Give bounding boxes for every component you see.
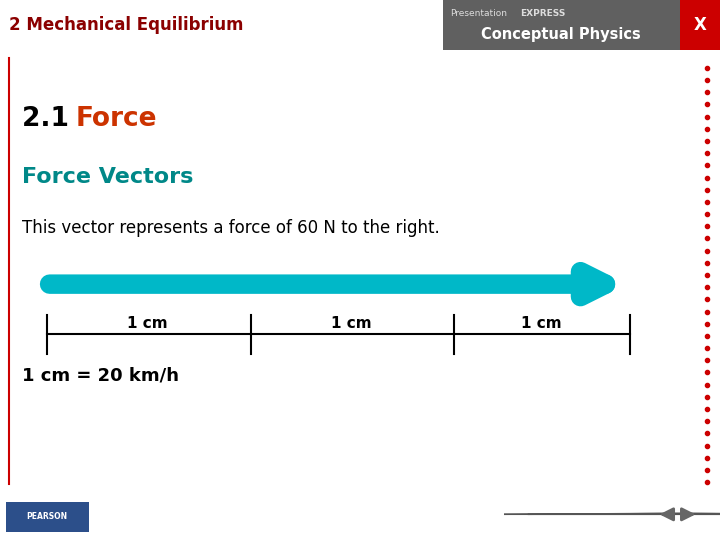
Text: 1 cm = 20 km/h: 1 cm = 20 km/h [22, 367, 179, 385]
Text: Presentation: Presentation [450, 9, 507, 18]
Text: Force Vectors: Force Vectors [22, 167, 193, 187]
Text: 1 cm: 1 cm [331, 316, 372, 330]
Bar [443, 0, 680, 50]
Text: Conceptual Physics: Conceptual Physics [482, 28, 641, 42]
Text: 2 Mechanical Equilibrium: 2 Mechanical Equilibrium [9, 16, 243, 34]
Text: This vector represents a force of 60 N to the right.: This vector represents a force of 60 N t… [22, 219, 439, 237]
Bar [6, 502, 89, 532]
Text: 2.1: 2.1 [22, 106, 78, 132]
Text: PEARSON: PEARSON [27, 512, 68, 522]
Text: EXPRESS: EXPRESS [521, 9, 566, 18]
Text: X: X [693, 16, 706, 34]
Text: Force: Force [76, 106, 157, 132]
Bar [680, 0, 720, 50]
Text: 1 cm: 1 cm [127, 316, 168, 330]
Text: 1 cm: 1 cm [521, 316, 562, 330]
